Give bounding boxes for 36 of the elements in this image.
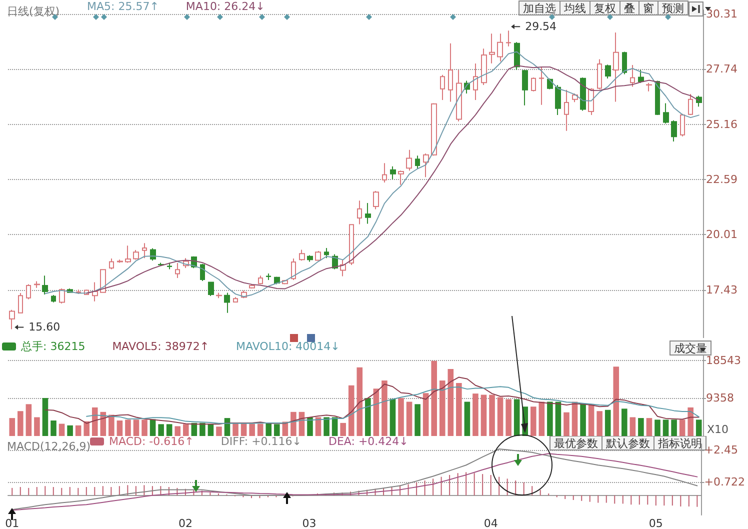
annotation: 29.54 [525,20,557,34]
annotation: 最优参数 [554,437,598,450]
legend-label: MACD: -0.616↑ [109,435,194,448]
chart-title: MACD(12,26,9) [7,440,91,453]
annotation: 指标说明 [657,437,702,450]
y-tick-label: 17.43 [706,284,738,297]
annotation: 窗 [643,2,654,15]
annotation: 默认参数 [605,437,650,450]
text: DEA: +0.424↓ [328,435,408,448]
text: MAVOL10: 40014↓ [236,340,340,353]
text: MA10: 26.24↓ [186,0,265,13]
y-tick-label: +0.722 [704,475,746,488]
annotation: 叠 [624,2,635,15]
y-tick-label: 30.31 [706,8,738,21]
y-tick-label: 20.01 [706,228,738,242]
x-tick-label: 04 [484,517,498,529]
y-tick-label: 9358 [706,391,734,404]
x-tick-label: 01 [5,517,20,529]
y-tick-label: 22.59 [706,172,738,186]
text: MA5: 25.57↑ [87,0,159,13]
annotation: 15.60 [28,320,60,334]
text: DIFF: +0.116↓ [220,435,302,448]
x-tick-label: 05 [648,517,663,529]
annotation: 预测 [662,2,684,15]
y-tick-label: +2.45 [704,443,738,456]
y-tick-label: 25.16 [706,118,738,131]
annotation: 加自选 [523,2,556,15]
text: MAVOL5: 38972↑ [112,340,210,353]
x-tick-label: 02 [178,517,192,529]
y-tick-label: 27.74 [706,62,738,76]
y-axis-title: X10 [707,423,729,436]
y-tick-label: 18543 [706,354,741,367]
annotation: 复权 [594,2,616,15]
legend-label: 总手: 36215 [20,340,86,353]
annotation: 均线 [563,2,586,15]
x-tick-label: 03 [302,517,316,529]
